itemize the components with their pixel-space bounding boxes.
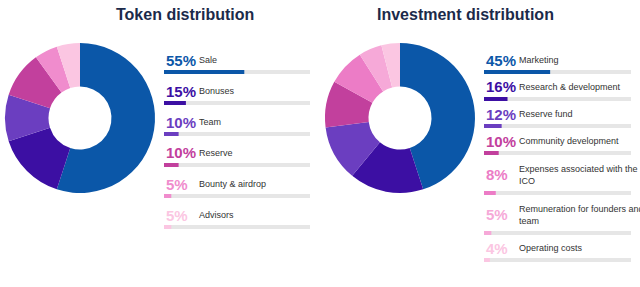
- svg-text:4%: 4%: [486, 240, 508, 257]
- svg-text:Expenses associated with theIC: Expenses associated with theICO: [519, 164, 638, 186]
- svg-text:Bonuses: Bonuses: [199, 86, 235, 96]
- svg-text:Community development: Community development: [519, 136, 619, 146]
- svg-text:Research & development: Research & development: [519, 82, 621, 92]
- svg-text:12%: 12%: [486, 106, 516, 123]
- svg-text:10%: 10%: [166, 114, 196, 131]
- svg-text:8%: 8%: [486, 166, 508, 183]
- svg-text:10%: 10%: [166, 144, 196, 161]
- svg-text:16%: 16%: [486, 78, 516, 95]
- svg-text:Advisors: Advisors: [199, 210, 234, 220]
- svg-text:Reserve fund: Reserve fund: [519, 109, 573, 119]
- svg-text:5%: 5%: [166, 176, 188, 193]
- svg-text:Sale: Sale: [199, 55, 217, 65]
- svg-text:55%: 55%: [166, 52, 196, 69]
- svg-text:Bounty & airdrop: Bounty & airdrop: [199, 179, 266, 189]
- svg-text:Investment distribution: Investment distribution: [377, 6, 554, 23]
- svg-text:10%: 10%: [486, 133, 516, 150]
- svg-text:Remuneration for founders andt: Remuneration for founders andteam: [519, 204, 640, 226]
- svg-text:Operating costs: Operating costs: [519, 243, 583, 253]
- svg-text:5%: 5%: [486, 206, 508, 223]
- svg-text:Token distribution: Token distribution: [116, 6, 254, 23]
- svg-text:45%: 45%: [486, 52, 516, 69]
- svg-text:Team: Team: [199, 117, 221, 127]
- svg-text:Marketing: Marketing: [519, 55, 559, 65]
- svg-text:5%: 5%: [166, 207, 188, 224]
- svg-text:Reserve: Reserve: [199, 148, 233, 158]
- svg-text:15%: 15%: [166, 83, 196, 100]
